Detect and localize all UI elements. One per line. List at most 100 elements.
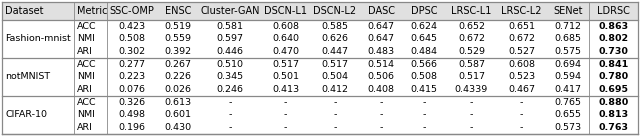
Text: ACC: ACC: [77, 60, 97, 69]
Text: 0.601: 0.601: [164, 110, 191, 119]
Text: 0.415: 0.415: [411, 85, 438, 94]
Text: 0.813: 0.813: [598, 110, 629, 119]
Text: -: -: [380, 110, 383, 119]
Text: -: -: [284, 98, 287, 107]
Text: 0.655: 0.655: [554, 110, 581, 119]
Text: 0.685: 0.685: [554, 34, 581, 43]
Bar: [2, 58, 638, 71]
Text: 0.226: 0.226: [164, 72, 191, 81]
Text: 0.076: 0.076: [118, 85, 145, 94]
Text: -: -: [422, 110, 426, 119]
Text: -: -: [228, 123, 232, 132]
Text: -: -: [284, 123, 287, 132]
Text: -: -: [284, 110, 287, 119]
Text: 0.597: 0.597: [217, 34, 244, 43]
Text: 0.651: 0.651: [508, 22, 535, 31]
Text: SSC-OMP: SSC-OMP: [109, 6, 154, 16]
Text: 0.510: 0.510: [217, 60, 244, 69]
Bar: [2, 83, 638, 96]
Text: 0.498: 0.498: [118, 110, 145, 119]
Text: 0.506: 0.506: [368, 72, 395, 81]
Text: notMNIST: notMNIST: [5, 72, 51, 81]
Text: 0.780: 0.780: [598, 72, 629, 81]
Text: -: -: [520, 110, 524, 119]
Text: 0.413: 0.413: [272, 85, 299, 94]
Text: 0.566: 0.566: [411, 60, 438, 69]
Text: 0.517: 0.517: [272, 60, 299, 69]
Text: 0.585: 0.585: [321, 22, 348, 31]
Bar: [2, 96, 638, 109]
Text: 0.880: 0.880: [598, 98, 629, 107]
Bar: [2, 45, 638, 58]
Text: 0.765: 0.765: [554, 98, 581, 107]
Text: 0.412: 0.412: [321, 85, 348, 94]
Text: DSCN-L1: DSCN-L1: [264, 6, 307, 16]
Text: Cluster-GAN: Cluster-GAN: [200, 6, 260, 16]
Text: -: -: [333, 98, 337, 107]
Text: LRSC-L1: LRSC-L1: [451, 6, 492, 16]
Text: 0.223: 0.223: [118, 72, 145, 81]
Text: 0.712: 0.712: [554, 22, 581, 31]
Text: 0.573: 0.573: [554, 123, 581, 132]
Text: -: -: [422, 123, 426, 132]
Text: DASC: DASC: [368, 6, 395, 16]
Text: 0.527: 0.527: [508, 47, 535, 56]
Text: 0.504: 0.504: [321, 72, 348, 81]
Text: 0.694: 0.694: [554, 60, 581, 69]
Text: 0.345: 0.345: [216, 72, 244, 81]
Text: ARI: ARI: [77, 123, 93, 132]
Text: DSCN-L2: DSCN-L2: [314, 6, 356, 16]
Text: 0.514: 0.514: [368, 60, 395, 69]
Bar: [2, 109, 638, 121]
Text: 0.302: 0.302: [118, 47, 145, 56]
Text: 0.587: 0.587: [458, 60, 485, 69]
Text: -: -: [520, 98, 524, 107]
Bar: [2, 2, 638, 20]
Text: 0.529: 0.529: [458, 47, 485, 56]
Text: SENet: SENet: [553, 6, 582, 16]
Text: DPSC: DPSC: [411, 6, 438, 16]
Text: -: -: [380, 98, 383, 107]
Text: ARI: ARI: [77, 47, 93, 56]
Text: ENSC: ENSC: [165, 6, 191, 16]
Text: 0.695: 0.695: [599, 85, 628, 94]
Text: 0.196: 0.196: [118, 123, 145, 132]
Text: -: -: [520, 123, 524, 132]
Text: NMI: NMI: [77, 110, 95, 119]
Text: ACC: ACC: [77, 22, 97, 31]
Text: -: -: [228, 110, 232, 119]
Text: 0.508: 0.508: [411, 72, 438, 81]
Text: 0.470: 0.470: [272, 47, 299, 56]
Text: 0.501: 0.501: [272, 72, 299, 81]
Bar: [2, 121, 638, 134]
Text: -: -: [333, 110, 337, 119]
Text: NMI: NMI: [77, 34, 95, 43]
Text: -: -: [470, 98, 473, 107]
Text: -: -: [333, 123, 337, 132]
Text: -: -: [228, 98, 232, 107]
Text: 0.647: 0.647: [368, 34, 395, 43]
Text: 0.672: 0.672: [458, 34, 485, 43]
Text: Fashion-mnist: Fashion-mnist: [5, 34, 71, 43]
Text: NMI: NMI: [77, 72, 95, 81]
Text: 0.594: 0.594: [554, 72, 581, 81]
Text: 0.763: 0.763: [599, 123, 628, 132]
Text: 0.608: 0.608: [272, 22, 299, 31]
Text: -: -: [470, 123, 473, 132]
Text: ARI: ARI: [77, 85, 93, 94]
Text: 0.267: 0.267: [164, 60, 191, 69]
Text: 0.841: 0.841: [598, 60, 629, 69]
Text: 0.517: 0.517: [458, 72, 485, 81]
Text: 0.026: 0.026: [164, 85, 191, 94]
Text: 0.863: 0.863: [598, 22, 629, 31]
Text: 0.4339: 0.4339: [455, 85, 488, 94]
Text: LDRSC: LDRSC: [597, 6, 630, 16]
Text: 0.626: 0.626: [321, 34, 348, 43]
Text: 0.484: 0.484: [411, 47, 438, 56]
Text: 0.559: 0.559: [164, 34, 191, 43]
Text: 0.447: 0.447: [321, 47, 348, 56]
Text: 0.575: 0.575: [554, 47, 581, 56]
Text: -: -: [470, 110, 473, 119]
Text: 0.613: 0.613: [164, 98, 191, 107]
Text: 0.581: 0.581: [217, 22, 244, 31]
